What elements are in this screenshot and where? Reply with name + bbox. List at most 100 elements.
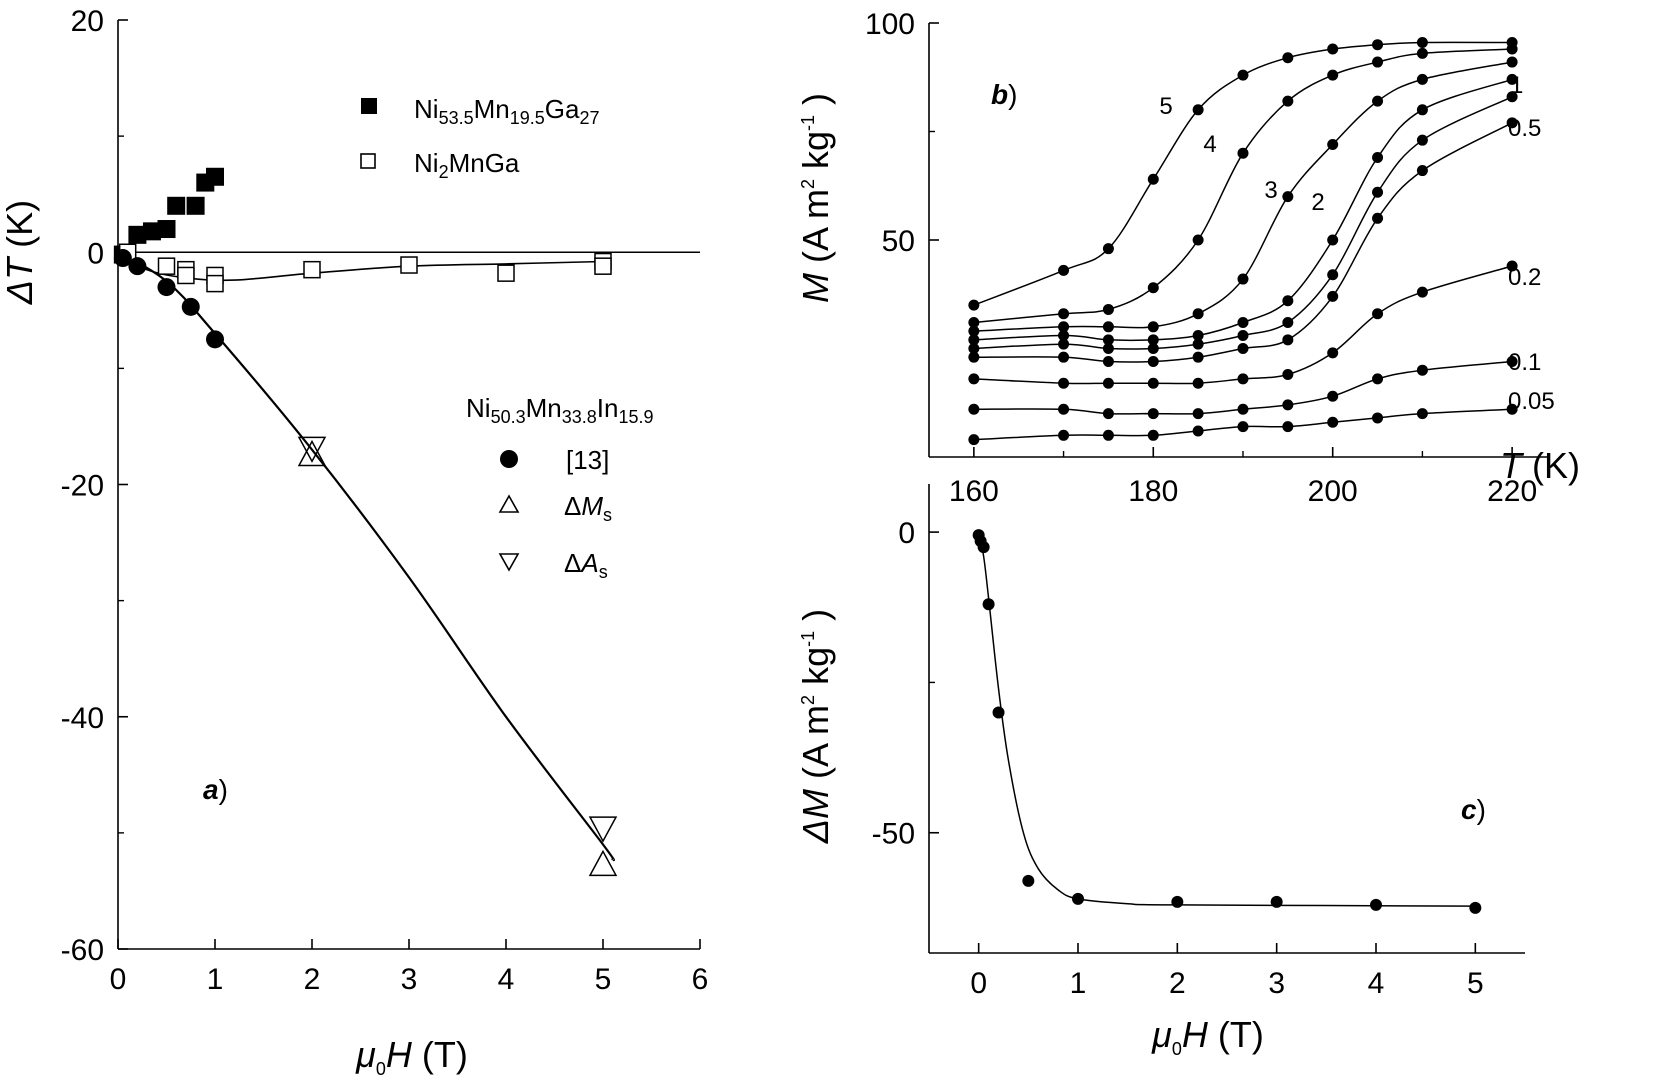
x-tick-label: 200 xyxy=(1308,475,1358,508)
legend-label-delta-as: ΔAs xyxy=(564,548,608,582)
data-point-field-4 xyxy=(1058,308,1070,320)
data-point-field-0-05 xyxy=(1237,421,1249,433)
data-point-ni2mnga xyxy=(206,274,224,293)
data-point-ni2mnga xyxy=(157,257,176,275)
data-point-field-4 xyxy=(1102,303,1114,315)
data-point-field-5 xyxy=(1102,243,1114,255)
data-point-field-3 xyxy=(1506,56,1518,68)
panel-c-markers xyxy=(972,529,1482,914)
y-tick-label: -50 xyxy=(872,818,915,851)
fit-line-13 xyxy=(117,251,616,862)
legend-label-ni2mnga: Ni2MnGa xyxy=(414,148,520,182)
panel-b-label: b) xyxy=(991,79,1017,110)
panel-c-axes xyxy=(928,484,1525,954)
data-point-delta-m xyxy=(992,706,1005,719)
data-point-field-0-2 xyxy=(1058,377,1070,389)
data-point-field-4 xyxy=(1237,147,1249,159)
panel-b-axes xyxy=(928,22,1548,458)
data-point-field-3 xyxy=(1372,95,1384,107)
data-point-field-1 xyxy=(1506,91,1518,103)
data-point-field-0-05 xyxy=(1102,429,1114,441)
data-point-field-2 xyxy=(1506,73,1518,85)
data-point-field-2 xyxy=(1327,234,1339,246)
data-point-field-5 xyxy=(1372,39,1384,51)
data-point-field-1 xyxy=(1327,269,1339,281)
data-point-ni53-5mn19-5ga27 xyxy=(142,222,161,241)
data-point-field-2 xyxy=(968,334,980,346)
data-point-field-0-5 xyxy=(1282,334,1294,346)
panel-c-x-axis-label: μ0H (T) xyxy=(1151,1014,1264,1059)
y-tick-label: 0 xyxy=(87,237,104,270)
data-point-field-0-5 xyxy=(968,351,980,363)
data-point-field-0-1 xyxy=(1237,403,1249,415)
data-point-delta-m xyxy=(1270,895,1283,908)
data-point-13 xyxy=(113,249,132,268)
curve-2 xyxy=(973,78,1513,342)
legend-label-ref-13: [13] xyxy=(566,445,609,475)
data-point-field-0-05 xyxy=(1192,425,1204,437)
panel-c-fit-line xyxy=(977,531,1476,907)
data-point-field-5 xyxy=(1058,264,1070,276)
data-point-field-1 xyxy=(1237,329,1249,341)
data-point-field-0-05 xyxy=(1058,429,1070,441)
data-point-field-0-1 xyxy=(1327,390,1339,402)
data-point-field-0-05 xyxy=(1282,421,1294,433)
y-tick-label: -20 xyxy=(61,470,104,503)
x-tick-label: 180 xyxy=(1128,475,1178,508)
data-point-field-0-2 xyxy=(1102,377,1114,389)
data-point-field-0-5 xyxy=(1327,290,1339,302)
data-point-field-0-5 xyxy=(1416,165,1428,177)
data-point-field-4 xyxy=(1147,282,1159,294)
data-point-field-1 xyxy=(1192,338,1204,350)
x-tick-label: 160 xyxy=(949,475,999,508)
x-tick-label: 1 xyxy=(207,963,224,996)
data-point-field-3 xyxy=(1416,73,1428,85)
data-point-ni53-5mn19-5ga27 xyxy=(167,196,186,215)
data-point-field-2 xyxy=(1147,334,1159,346)
x-tick-label: 2 xyxy=(304,963,321,996)
fit-line-delta-m xyxy=(977,531,1476,907)
panel-c-label: c) xyxy=(1461,794,1486,825)
legend-marker-filled-square xyxy=(361,98,377,114)
y-tick-label: -60 xyxy=(61,934,104,967)
data-point-delta-m xyxy=(977,541,990,554)
data-point-field-4 xyxy=(1192,234,1204,246)
data-point-field-0-2 xyxy=(1372,308,1384,320)
data-point-as xyxy=(297,436,327,463)
data-point-field-0-05 xyxy=(1327,416,1339,428)
y-tick-label: -40 xyxy=(61,702,104,735)
data-point-field-5 xyxy=(1327,43,1339,55)
data-point-delta-m xyxy=(1370,898,1382,911)
panel-b-y-axis-label: M (A m2 kg-1 ) xyxy=(795,93,836,303)
data-point-field-0-05 xyxy=(968,434,980,446)
panel-a-legend: Ni53.5Mn19.5Ga27 Ni2MnGa Ni50.3Mn33.8In1… xyxy=(360,94,654,582)
data-point-field-1 xyxy=(1282,316,1294,328)
y-tick-label: 50 xyxy=(882,225,915,258)
panel-a-y-axis-label: ΔT (K) xyxy=(0,200,40,305)
legend-label-ni53-5mn19-5ga27: Ni53.5Mn19.5Ga27 xyxy=(414,94,600,128)
x-tick-label: 5 xyxy=(595,963,612,996)
data-point-delta-m xyxy=(1022,874,1035,887)
data-point-field-0-1 xyxy=(1506,356,1518,368)
data-point-field-0-5 xyxy=(1192,351,1204,363)
data-point-field-0-5 xyxy=(1372,212,1384,224)
data-point-ni53-5mn19-5ga27 xyxy=(157,220,176,239)
curve-label-0-05: 0.05 xyxy=(1508,388,1555,415)
panel-c-chart: 0 1 2 3 4 5 0 -50 ΔM (A m2 kg-1 ) μ0H (T) c) xyxy=(795,484,1525,1059)
legend-marker-filled-circle xyxy=(500,450,518,468)
panel-b-tick-labels: 160 180 200 220 100 50 xyxy=(865,8,1537,508)
data-point-field-0-05 xyxy=(1147,429,1159,441)
data-point-field-0-2 xyxy=(1327,347,1339,359)
panel-b-markers xyxy=(968,37,1518,446)
data-point-ni53-5mn19-5ga27 xyxy=(206,167,224,186)
data-point-field-0-2 xyxy=(1147,377,1159,389)
data-point-13 xyxy=(128,257,147,276)
x-tick-label: 0 xyxy=(970,967,987,1000)
data-point-ms xyxy=(588,849,618,877)
curve-0-5 xyxy=(973,122,1513,363)
data-point-field-1 xyxy=(1058,338,1070,350)
data-point-field-4 xyxy=(968,316,980,328)
panel-a-chart: 0 1 2 3 4 5 6 20 0 -20 -40 -60 ΔT (K) μ0H (T) a) Ni… xyxy=(0,5,708,1079)
legend-group-title: Ni50.3Mn33.8In15.9 xyxy=(466,393,654,427)
